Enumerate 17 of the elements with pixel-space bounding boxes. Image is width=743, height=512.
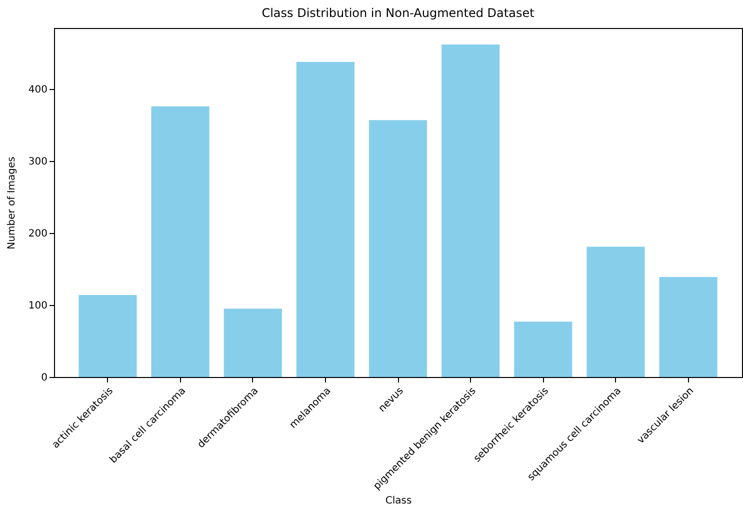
y-tick-label: 400 — [28, 84, 48, 96]
bar — [151, 106, 210, 377]
bar — [368, 120, 428, 377]
bar — [442, 44, 500, 377]
x-axis-title: Class — [385, 495, 412, 506]
bar — [224, 308, 282, 377]
bar — [659, 276, 718, 377]
bar — [78, 294, 137, 377]
bar — [514, 322, 572, 377]
bar — [296, 62, 354, 377]
chart-title: Class Distribution in Non-Augmented Dataset — [262, 6, 535, 20]
y-tick-label: 100 — [28, 300, 48, 312]
y-tick-label: 200 — [28, 228, 48, 240]
bar — [586, 246, 645, 377]
y-tick-label: 0 — [41, 372, 48, 384]
y-axis-title: Number of Images — [6, 156, 18, 250]
y-tick-label: 300 — [28, 156, 48, 168]
